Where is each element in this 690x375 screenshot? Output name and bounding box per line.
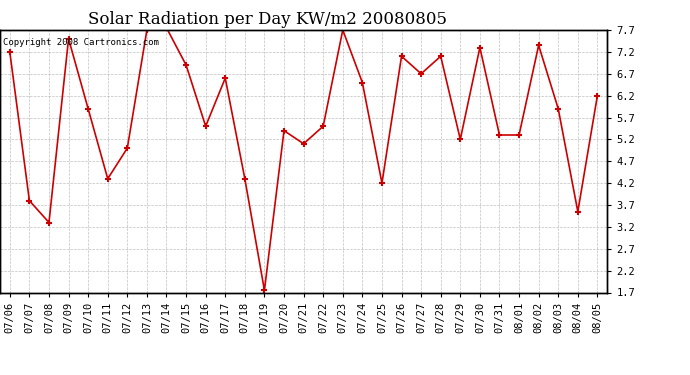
Text: Copyright 2008 Cartronics.com: Copyright 2008 Cartronics.com <box>3 38 159 47</box>
Title: Solar Radiation per Day KW/m2 20080805: Solar Radiation per Day KW/m2 20080805 <box>88 12 446 28</box>
